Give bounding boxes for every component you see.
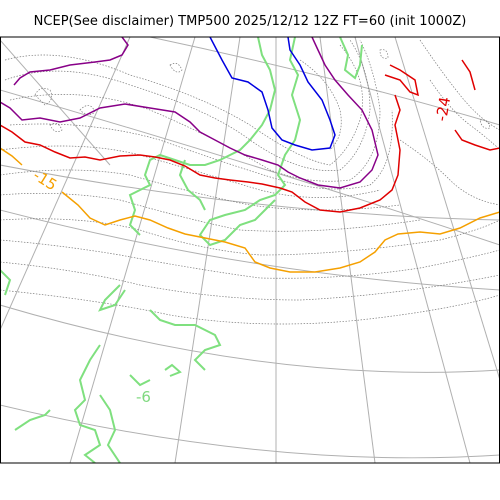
meridian-line	[1, 37, 131, 329]
coastline	[9, 39, 381, 182]
coastline	[79, 105, 96, 115]
coastline	[4, 39, 371, 171]
meridian-line	[1, 40, 111, 166]
latitude-line	[1, 164, 500, 221]
coastline	[429, 79, 500, 151]
latitude-line	[1, 209, 500, 291]
isotherm-purple	[1, 37, 379, 189]
coastline	[399, 139, 500, 206]
isotherm-blue	[209, 37, 336, 151]
latitude-line	[149, 37, 500, 126]
chart-title: NCEP(See disclaimer) TMP500 2025/12/12 1…	[33, 14, 467, 29]
coastline	[49, 123, 63, 132]
isotherm-minus-24	[1, 59, 500, 213]
map-frame	[0, 36, 500, 464]
coastline	[1, 261, 500, 301]
coastline	[1, 145, 381, 198]
coastline	[169, 63, 183, 73]
meridian-line	[354, 37, 471, 463]
contour-label-minus-15: -15	[30, 166, 60, 194]
coastline	[4, 44, 363, 166]
coastline	[34, 88, 52, 106]
coastline	[479, 119, 491, 129]
coastline	[1, 289, 500, 325]
meridian-line	[174, 37, 241, 463]
isotherm-minus-15	[1, 147, 500, 273]
coastline	[9, 109, 393, 190]
meridian-line	[69, 37, 196, 463]
coastline	[1, 218, 500, 256]
coastline	[1, 192, 421, 232]
coastline	[419, 39, 500, 131]
contour-label-minus-24: -24	[432, 95, 454, 122]
latitude-line	[1, 304, 500, 373]
contour-label-minus-6: -6	[136, 388, 151, 406]
latitude-line	[1, 89, 500, 246]
coastline	[379, 49, 389, 59]
meridian-line	[319, 37, 376, 463]
coastline	[1, 239, 500, 279]
isotherm-minus-6	[1, 37, 363, 463]
graticule	[1, 37, 500, 463]
coastline	[299, 59, 342, 151]
meridian-line	[394, 37, 500, 381]
latitude-line	[1, 404, 500, 459]
